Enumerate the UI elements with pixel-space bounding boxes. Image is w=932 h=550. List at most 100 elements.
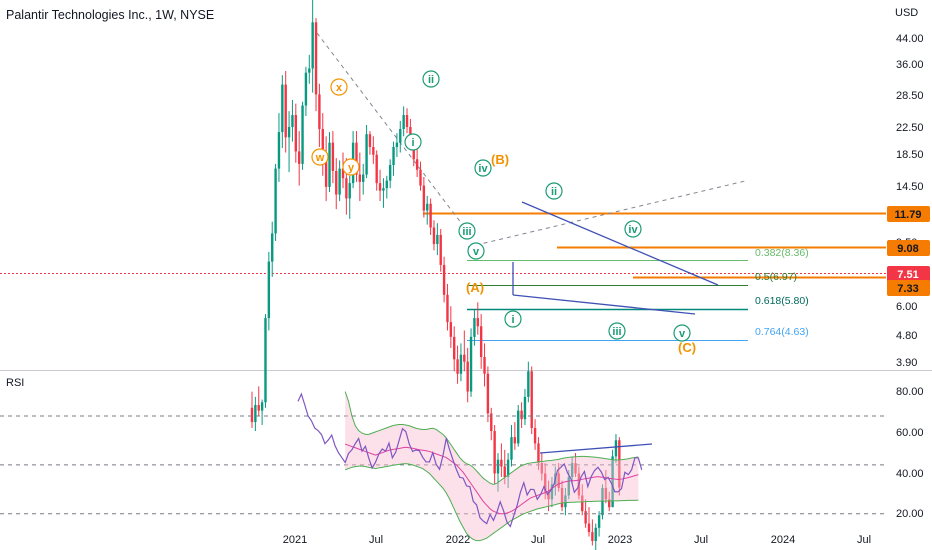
time-tick: Jul <box>857 534 871 546</box>
wave-label: i <box>511 314 514 326</box>
candle-body <box>281 84 284 133</box>
price-badge-bg <box>887 266 930 282</box>
candle-body <box>324 158 328 187</box>
price-badge: 9.08 <box>897 243 918 255</box>
wave-label: i <box>411 137 414 149</box>
candle-body <box>341 168 345 179</box>
wave-label: iv <box>628 224 638 236</box>
candle-body <box>328 142 331 187</box>
candle-body <box>591 532 594 541</box>
candle-body <box>412 144 415 160</box>
candle-body <box>271 233 274 262</box>
candle-body <box>442 264 446 295</box>
candle-body <box>311 22 314 69</box>
candle-body <box>476 318 479 327</box>
candle-body <box>614 440 618 457</box>
candle-body <box>250 407 254 423</box>
candle-body <box>604 487 608 500</box>
candle-body <box>469 336 473 392</box>
candle-body <box>574 463 577 474</box>
candle-body <box>432 227 436 245</box>
candle-body <box>500 459 503 467</box>
candle-body <box>358 174 362 182</box>
candle-body <box>520 410 523 420</box>
wave-marker <box>624 220 642 238</box>
candles-group <box>250 0 621 550</box>
rsi-tick: 60.00 <box>896 427 924 439</box>
candle-body <box>426 203 429 211</box>
wave-label: iv <box>478 163 488 175</box>
wave-marker <box>673 324 691 342</box>
price-badge-bg <box>887 280 930 296</box>
wave-label: y <box>348 162 355 174</box>
wave-labels: ii i iv iii v ii iv i iii v x w y (B) (A… <box>311 70 696 355</box>
candle-body <box>368 134 372 148</box>
price-tick: 4.80 <box>896 330 917 342</box>
wave-label: w <box>315 152 325 164</box>
candle-body <box>422 185 426 211</box>
rsi-tick: 20.00 <box>896 508 924 520</box>
candle-body <box>385 180 388 189</box>
candle-body <box>537 443 540 464</box>
candle-body <box>564 495 567 508</box>
candle-body <box>362 174 365 182</box>
wave-marker <box>474 159 492 177</box>
time-tick: 2022 <box>446 534 470 546</box>
candle-body <box>611 456 614 508</box>
wedge-lower-line <box>512 294 696 315</box>
candle-body <box>567 477 570 496</box>
candle-body <box>570 463 574 478</box>
fib-label-0-764: 0.764(4.63) <box>755 326 809 338</box>
candle-body <box>294 115 298 152</box>
candle-body <box>419 169 422 186</box>
price-tick: 36.00 <box>896 59 924 71</box>
time-tick: Jul <box>369 534 383 546</box>
wedge-upper-line <box>521 201 719 286</box>
wave-marker <box>467 242 485 260</box>
wave-marker <box>608 322 626 340</box>
candle-body <box>291 115 294 127</box>
candle-body <box>267 261 271 319</box>
price-tick: 3.90 <box>896 357 917 369</box>
price-tick: 22.50 <box>896 122 924 134</box>
candle-body <box>348 183 351 199</box>
candle-body <box>547 491 550 500</box>
candle-body <box>274 168 277 234</box>
candle-body <box>355 142 358 175</box>
price-tick: 14.50 <box>896 181 924 193</box>
candle-body <box>345 178 348 199</box>
candle-body <box>533 428 537 444</box>
candle-body <box>260 402 264 411</box>
candle-body <box>264 318 267 403</box>
candle-body <box>446 294 449 323</box>
candle-body <box>608 499 611 508</box>
candle-body <box>277 132 281 169</box>
rsi-tick: 40.00 <box>896 468 924 480</box>
rsi-axis: 80.00 60.00 40.00 20.00 <box>896 386 924 520</box>
candle-body <box>378 183 382 191</box>
rsi-ma-line <box>345 443 639 515</box>
wave-label: ii <box>428 74 434 86</box>
price-badge: 11.79 <box>895 209 922 221</box>
price-badge: 7.51 <box>897 269 918 281</box>
candle-body <box>530 371 533 429</box>
rsi-line <box>297 392 643 528</box>
candle-body <box>415 159 419 170</box>
candle-body <box>594 527 597 541</box>
candle-body <box>466 361 469 392</box>
candle-body <box>297 151 301 164</box>
candle-body <box>479 326 483 358</box>
candle-body <box>523 396 527 420</box>
candle-body <box>375 154 378 184</box>
candle-body <box>402 115 405 130</box>
candle-body <box>486 373 490 414</box>
time-tick: Jul <box>694 534 708 546</box>
wave-marker <box>422 70 440 88</box>
candle-body <box>463 354 466 362</box>
candle-body <box>543 473 547 492</box>
candle-body <box>392 147 395 166</box>
time-axis: 2021 Jul 2022 Jul 2023 Jul 2024 Jul <box>283 534 871 546</box>
candle-body <box>453 336 456 360</box>
rsi-band-upper <box>344 391 639 485</box>
candle-body <box>540 463 544 474</box>
